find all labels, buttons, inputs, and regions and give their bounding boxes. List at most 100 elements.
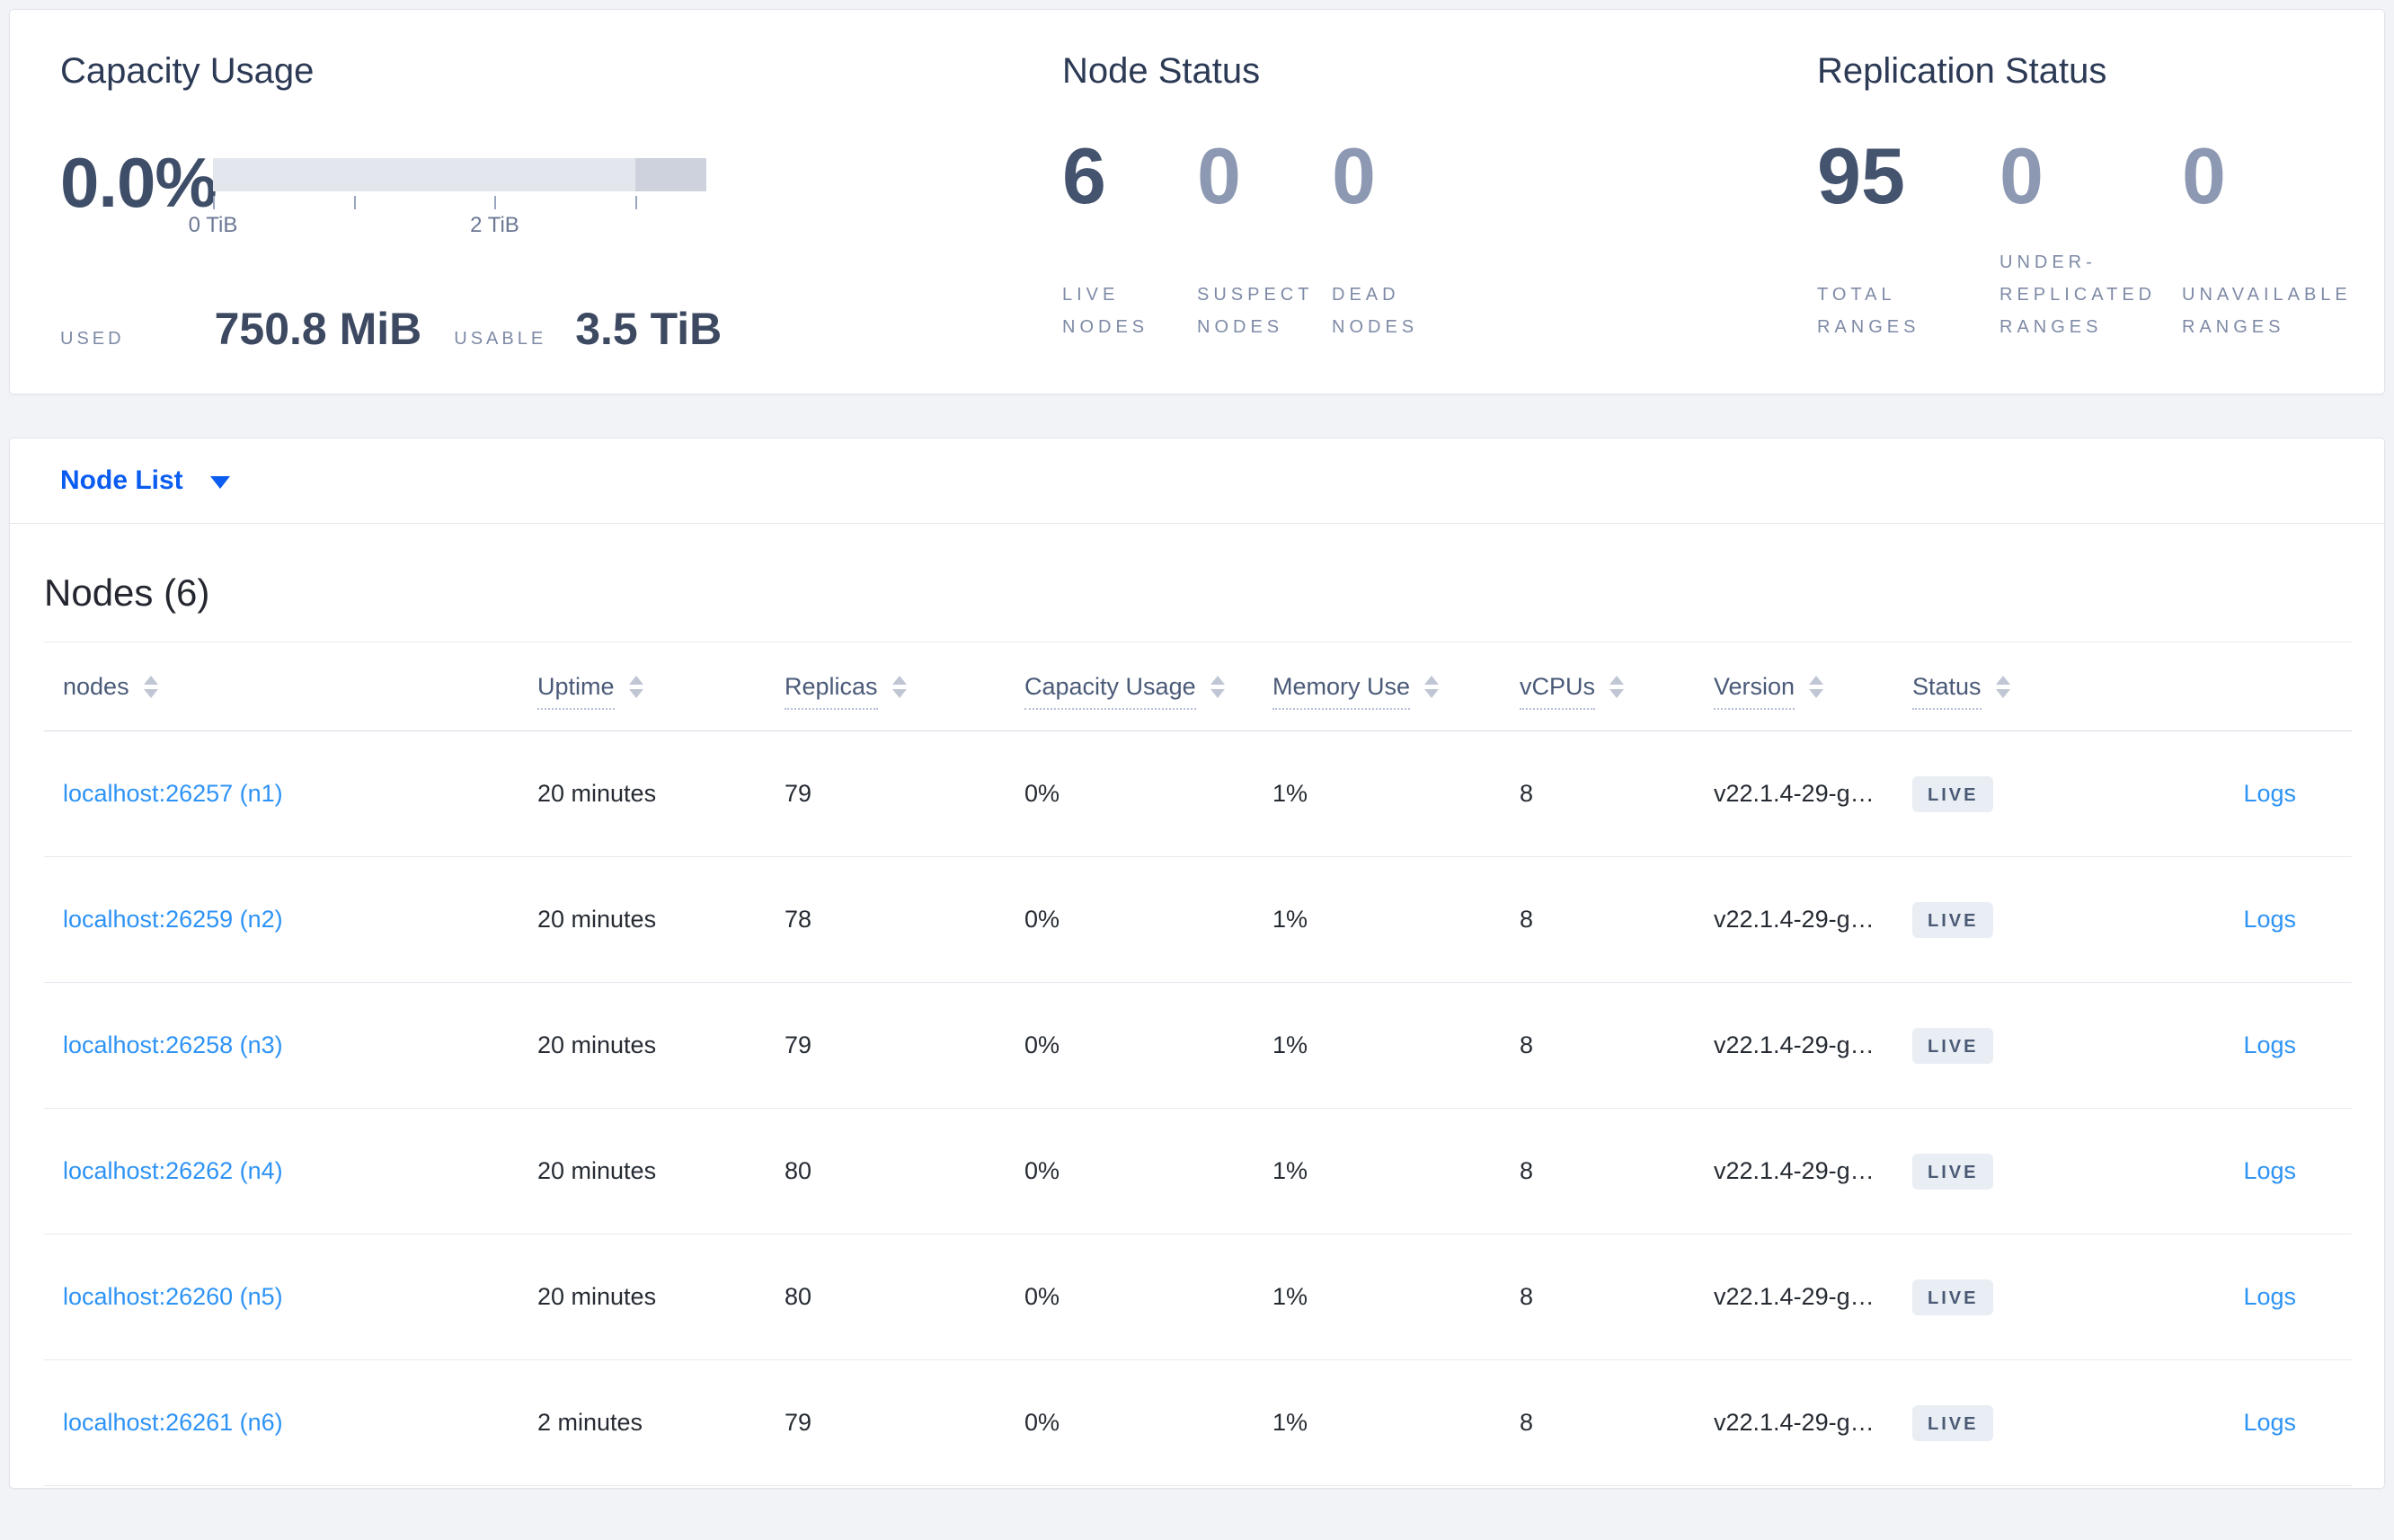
node-list-dropdown[interactable]: Node List xyxy=(10,438,2384,524)
nodes-section-title: Nodes (6) xyxy=(44,571,210,614)
node-address-link[interactable]: localhost:26261 (n6) xyxy=(63,1409,283,1437)
column-header-label: Memory Use xyxy=(1272,673,1411,710)
sort-desc-icon xyxy=(1609,689,1625,699)
summary-stat: 0 SUSPECT NODES xyxy=(1197,137,1332,343)
version-cell: v22.1.4-29-g… xyxy=(1714,730,1912,858)
uptime-cell: 20 minutes xyxy=(537,730,785,858)
cluster-overview-card: Capacity Usage 0.0% 0 TiB 2 TiB USED 750.… xyxy=(9,9,2385,394)
sort-desc-icon xyxy=(1809,689,1824,699)
uptime-cell: 20 minutes xyxy=(537,1234,785,1361)
sort-icon[interactable] xyxy=(143,676,158,699)
usable-value: 3.5 TiB xyxy=(575,304,723,354)
version-cell: v22.1.4-29-g… xyxy=(1714,856,1912,984)
node-address-link[interactable]: localhost:26262 (n4) xyxy=(63,1157,283,1185)
nodes-table: nodes Uptime Replicas Capacity Usag xyxy=(44,642,2352,1487)
vcpus-cell: 8 xyxy=(1520,730,1714,858)
uptime-cell: 20 minutes xyxy=(537,856,785,984)
node-address-link[interactable]: localhost:26258 (n3) xyxy=(63,1031,283,1059)
sort-icon[interactable] xyxy=(1995,676,2010,699)
summary-stat: 6 LIVE NODES xyxy=(1062,137,1197,343)
summary-stat: 0 DEAD NODES xyxy=(1332,137,1467,343)
stat-value: 95 xyxy=(1817,131,1905,220)
axis-tick xyxy=(354,196,356,209)
column-header[interactable]: nodes xyxy=(44,642,537,732)
sort-asc-icon xyxy=(143,676,158,686)
stat-label: UNAVAILABLE RANGES xyxy=(2182,285,2352,337)
node-address-link[interactable]: localhost:26259 (n2) xyxy=(63,906,283,934)
capacity-bar-segment xyxy=(635,158,706,191)
column-header[interactable]: vCPUs xyxy=(1520,642,1714,732)
node-status-section: Node Status 6 LIVE NODES 0 SUSPECT NODES… xyxy=(1062,49,1817,361)
memory-use-cell: 1% xyxy=(1272,1108,1520,1235)
sort-asc-icon xyxy=(1809,676,1824,686)
sort-desc-icon xyxy=(143,689,158,699)
sort-icon[interactable] xyxy=(1609,676,1625,699)
column-header-label: Replicas xyxy=(785,673,878,710)
capacity-usage-cell: 0% xyxy=(1024,1108,1272,1235)
vcpus-cell: 8 xyxy=(1520,856,1714,984)
memory-use-cell: 1% xyxy=(1272,1234,1520,1361)
sort-desc-icon xyxy=(1995,689,2010,699)
column-header[interactable]: Capacity Usage xyxy=(1024,642,1272,732)
node-table-row: localhost:26260 (n5) 20 minutes 80 0% 1%… xyxy=(44,1234,2352,1361)
column-header[interactable]: Memory Use xyxy=(1272,642,1520,732)
uptime-cell: 20 minutes xyxy=(537,982,785,1110)
capacity-bar xyxy=(213,158,706,191)
status-badge: LIVE xyxy=(1912,1279,1994,1315)
column-header-label: vCPUs xyxy=(1520,673,1596,710)
stat-value: 0 xyxy=(2182,131,2226,220)
status-badge: LIVE xyxy=(1912,775,1994,812)
sort-icon[interactable] xyxy=(891,676,907,699)
logs-link[interactable]: Logs xyxy=(2243,1031,2296,1059)
capacity-usage-cell: 0% xyxy=(1024,730,1272,858)
sort-asc-icon xyxy=(1210,676,1225,686)
logs-link[interactable]: Logs xyxy=(2243,1283,2296,1311)
node-table-row: localhost:26258 (n3) 20 minutes 79 0% 1%… xyxy=(44,982,2352,1110)
column-header[interactable]: Version xyxy=(1714,642,1912,732)
axis-tick-label: 2 TiB xyxy=(470,213,519,237)
logs-link[interactable]: Logs xyxy=(2243,906,2296,934)
stat-label: LIVE NODES xyxy=(1062,285,1149,337)
summary-stat: 0 UNAVAILABLE RANGES xyxy=(2182,137,2364,343)
stat-value: 6 xyxy=(1062,131,1106,220)
capacity-usage-cell: 0% xyxy=(1024,1359,1272,1487)
vcpus-cell: 8 xyxy=(1520,1234,1714,1361)
uptime-cell: 20 minutes xyxy=(537,1108,785,1235)
replicas-cell: 80 xyxy=(785,1108,1024,1235)
stat-label: DEAD NODES xyxy=(1332,285,1419,337)
node-address-link[interactable]: localhost:26257 (n1) xyxy=(63,780,283,808)
capacity-bar-chart: 0 TiB 2 TiB xyxy=(189,158,706,240)
sort-desc-icon xyxy=(1210,689,1225,699)
version-cell: v22.1.4-29-g… xyxy=(1714,982,1912,1110)
sort-icon[interactable] xyxy=(628,676,643,699)
stat-label: SUSPECT NODES xyxy=(1197,285,1314,337)
node-address-link[interactable]: localhost:26260 (n5) xyxy=(63,1283,283,1311)
logs-link[interactable]: Logs xyxy=(2243,1409,2296,1437)
summary-stat: 0 UNDER-REPLICATED RANGES xyxy=(1999,137,2182,343)
column-header[interactable]: Status xyxy=(1912,642,2137,732)
logs-link[interactable]: Logs xyxy=(2243,780,2296,808)
logs-link[interactable]: Logs xyxy=(2243,1157,2296,1185)
replicas-cell: 79 xyxy=(785,982,1024,1110)
replicas-cell: 78 xyxy=(785,856,1024,984)
version-cell: v22.1.4-29-g… xyxy=(1714,1108,1912,1235)
capacity-usage-cell: 0% xyxy=(1024,1234,1272,1361)
sort-icon[interactable] xyxy=(1424,676,1440,699)
sort-asc-icon xyxy=(1609,676,1625,686)
version-cell: v22.1.4-29-g… xyxy=(1714,1359,1912,1487)
node-status-title: Node Status xyxy=(1062,51,1261,91)
caret-down-icon xyxy=(209,476,230,489)
summary-stat: 95 TOTAL RANGES xyxy=(1817,137,1999,343)
sort-asc-icon xyxy=(1995,676,2010,686)
node-list-dropdown-label[interactable]: Node List xyxy=(60,465,183,495)
axis-tick xyxy=(213,196,215,209)
stat-value: 0 xyxy=(1999,131,2044,220)
column-header[interactable]: Uptime xyxy=(537,642,785,732)
node-table-row: localhost:26259 (n2) 20 minutes 78 0% 1%… xyxy=(44,856,2352,984)
column-header[interactable]: Replicas xyxy=(785,642,1024,732)
table-header-row: nodes Uptime Replicas Capacity Usag xyxy=(44,642,2352,732)
status-badge: LIVE xyxy=(1912,1404,1994,1441)
sort-icon[interactable] xyxy=(1809,676,1824,699)
sort-icon[interactable] xyxy=(1210,676,1225,699)
stat-label: TOTAL RANGES xyxy=(1817,285,1920,337)
